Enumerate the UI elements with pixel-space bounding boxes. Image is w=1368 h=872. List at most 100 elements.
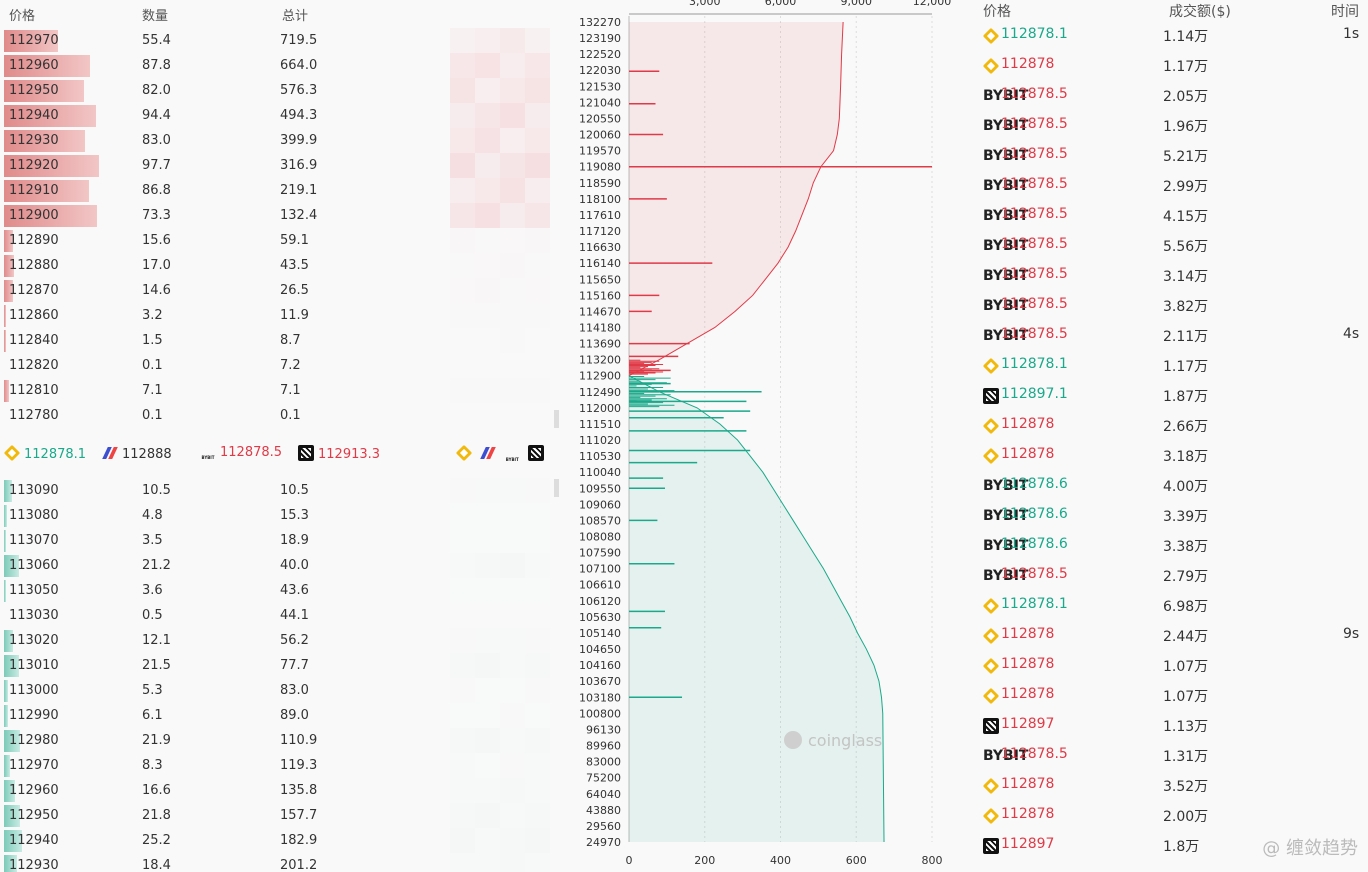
- trade-row[interactable]: 112878 1.07万: [975, 680, 1368, 710]
- heatmap-cell: [525, 578, 550, 603]
- trade-row[interactable]: 112897 1.13万: [975, 710, 1368, 740]
- trade-row[interactable]: BYBIT 112878.5 4.15万: [975, 200, 1368, 230]
- trade-amount: 1.07万: [1163, 689, 1209, 705]
- trade-row[interactable]: 112878.1 6.98万: [975, 590, 1368, 620]
- heatmap-cell: [500, 28, 525, 53]
- orderbook-row[interactable]: 112840 1.5 8.7: [0, 328, 455, 353]
- trade-price: 112878.5: [1001, 326, 1068, 342]
- trade-row[interactable]: BYBIT 112878.5 5.56万: [975, 230, 1368, 260]
- orderbook-row[interactable]: 112970 55.4 719.5: [0, 28, 455, 53]
- orderbook-row[interactable]: 113070 3.5 18.9: [0, 528, 455, 553]
- trade-row[interactable]: 112897 1.8万: [975, 830, 1368, 860]
- trade-row[interactable]: BYBIT 112878.5 1.96万: [975, 110, 1368, 140]
- orderbook-row[interactable]: 113060 21.2 40.0: [0, 553, 455, 578]
- trade-row[interactable]: 112878 2.00万: [975, 800, 1368, 830]
- binance-icon: [982, 447, 1000, 465]
- heatmap-cell: [450, 353, 475, 378]
- binance-filter-icon[interactable]: [455, 444, 473, 462]
- orderbook-row[interactable]: 112910 86.8 219.1: [0, 178, 455, 203]
- ask-scrollbar[interactable]: [554, 410, 559, 428]
- orderbook-row[interactable]: 113050 3.6 43.6: [0, 578, 455, 603]
- orderbook-row[interactable]: 112930 83.0 399.9: [0, 128, 455, 153]
- trade-row[interactable]: 112878 2.66万: [975, 410, 1368, 440]
- price-tick-label: 113690: [579, 338, 621, 351]
- orderbook-row[interactable]: 112870 14.6 26.5: [0, 278, 455, 303]
- price-tick-label: 109060: [579, 498, 621, 511]
- trade-row[interactable]: BYBIT 112878.5 2.05万: [975, 80, 1368, 110]
- heatmap-cell: [500, 778, 525, 803]
- trade-row[interactable]: BYBIT 112878.5 2.11万 4s: [975, 320, 1368, 350]
- trade-row[interactable]: 112878 3.18万: [975, 440, 1368, 470]
- orderbook-row[interactable]: 113010 21.5 77.7: [0, 653, 455, 678]
- orderbook-total: 664.0: [280, 58, 318, 73]
- orderbook-row[interactable]: 112960 87.8 664.0: [0, 53, 455, 78]
- trade-row[interactable]: 112897.1 1.87万: [975, 380, 1368, 410]
- orderbook-row[interactable]: 112930 18.4 201.2: [0, 853, 455, 872]
- depth-bar: [4, 530, 6, 552]
- trade-amount: 2.99万: [1163, 179, 1209, 195]
- orderbook-row[interactable]: 113090 10.5 10.5: [0, 478, 455, 503]
- trade-row[interactable]: 112878.1 1.14万 1s: [975, 20, 1368, 50]
- orderbook-price: 113000: [9, 683, 59, 698]
- trade-row[interactable]: BYBIT 112878.5 3.82万: [975, 290, 1368, 320]
- bitmex-filter-icon[interactable]: [480, 445, 496, 461]
- orderbook-row[interactable]: 112780 0.1 0.1: [0, 403, 455, 428]
- orderbook-price: 112860: [9, 308, 59, 323]
- orderbook-row[interactable]: 112860 3.2 11.9: [0, 303, 455, 328]
- trade-row[interactable]: BYBIT 112878.5 2.99万: [975, 170, 1368, 200]
- orderbook-row[interactable]: 113030 0.5 44.1: [0, 603, 455, 628]
- trade-amount: 3.14万: [1163, 269, 1209, 285]
- heatmap-cell: [500, 353, 525, 378]
- orderbook-row[interactable]: 113080 4.8 15.3: [0, 503, 455, 528]
- trade-row[interactable]: 112878 3.52万: [975, 770, 1368, 800]
- heatmap-cell: [475, 53, 500, 78]
- bid-book: 113090 10.5 10.5 113080 4.8 15.3 113070 3.5 18.9…: [0, 478, 455, 872]
- orderbook-row[interactable]: 112940 25.2 182.9: [0, 828, 455, 853]
- trade-row[interactable]: 112878 2.44万 9s: [975, 620, 1368, 650]
- orderbook-row[interactable]: 113000 5.3 83.0: [0, 678, 455, 703]
- heatmap-cell: [525, 678, 550, 703]
- price-tick-label: 43880: [586, 804, 621, 817]
- orderbook-row[interactable]: 112890 15.6 59.1: [0, 228, 455, 253]
- orderbook-row[interactable]: 112960 16.6 135.8: [0, 778, 455, 803]
- trade-row[interactable]: 112878 1.17万: [975, 50, 1368, 80]
- orderbook-row[interactable]: 112810 7.1 7.1: [0, 378, 455, 403]
- trade-row[interactable]: BYBIT 112878.6 3.38万: [975, 530, 1368, 560]
- orderbook-row[interactable]: 112940 94.4 494.3: [0, 103, 455, 128]
- trade-row[interactable]: BYBIT 112878.6 3.39万: [975, 500, 1368, 530]
- bybit-filter-icon[interactable]: BYBIT: [505, 457, 519, 462]
- bybit-icon: BYBIT: [983, 508, 1029, 524]
- price-tick-label: 111510: [579, 418, 621, 431]
- orderbook-total: 56.2: [280, 633, 309, 648]
- binance-icon: [982, 57, 1000, 75]
- orderbook-row[interactable]: 112880 17.0 43.5: [0, 253, 455, 278]
- orderbook-row[interactable]: 112950 82.0 576.3: [0, 78, 455, 103]
- trade-row[interactable]: BYBIT 112878.5 3.14万: [975, 260, 1368, 290]
- bid-scrollbar[interactable]: [554, 479, 559, 497]
- price-tick-label: 24970: [586, 836, 621, 849]
- trade-row[interactable]: BYBIT 112878.5 1.31万: [975, 740, 1368, 770]
- depth-bar: [4, 280, 13, 302]
- orderbook-row[interactable]: 113020 12.1 56.2: [0, 628, 455, 653]
- trade-row[interactable]: BYBIT 112878.5 2.79万: [975, 560, 1368, 590]
- trades-header: 价格 成交额($) 时间: [975, 0, 1368, 22]
- orderbook-row[interactable]: 112820 0.1 7.2: [0, 353, 455, 378]
- heatmap-cell: [475, 803, 500, 828]
- orderbook-row[interactable]: 112920 97.7 316.9: [0, 153, 455, 178]
- trade-row[interactable]: 112878.1 1.17万: [975, 350, 1368, 380]
- orderbook-row[interactable]: 112980 21.9 110.9: [0, 728, 455, 753]
- trade-row[interactable]: BYBIT 112878.5 5.21万: [975, 140, 1368, 170]
- orderbook-row[interactable]: 112900 73.3 132.4: [0, 203, 455, 228]
- okx-filter-icon[interactable]: [528, 445, 545, 461]
- orderbook-price: 112930: [9, 858, 59, 872]
- heatmap-cell: [475, 678, 500, 703]
- orderbook-row[interactable]: 112990 6.1 89.0: [0, 703, 455, 728]
- orderbook-qty: 1.5: [142, 333, 163, 348]
- trade-row[interactable]: 112878 1.07万: [975, 650, 1368, 680]
- trade-row[interactable]: BYBIT 112878.6 4.00万: [975, 470, 1368, 500]
- orderbook-price: 113010: [9, 658, 59, 673]
- orderbook-qty: 21.8: [142, 808, 171, 823]
- orderbook-row[interactable]: 112970 8.3 119.3: [0, 753, 455, 778]
- binance-icon: [982, 597, 1000, 615]
- orderbook-row[interactable]: 112950 21.8 157.7: [0, 803, 455, 828]
